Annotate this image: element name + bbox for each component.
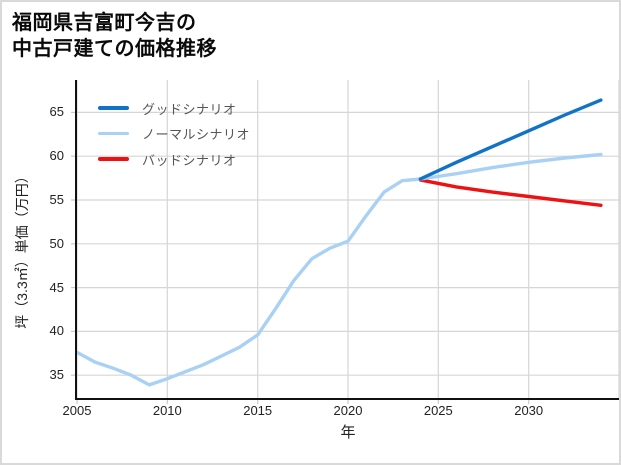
y-tick-label: 35 — [49, 367, 64, 383]
page-title-line1: 福岡県吉富町今吉の — [12, 12, 197, 34]
y-tick-label: 55 — [49, 192, 64, 207]
legend-label: グッドシナリオ — [142, 101, 237, 117]
page-title-line2: 中古戸建ての価格推移 — [12, 38, 217, 60]
x-tick-label: 2025 — [423, 403, 453, 418]
x-tick-label: 2020 — [333, 403, 363, 418]
series-line-1 — [75, 152, 603, 387]
legend-item-normal-scenario: ノーマルシナリオ — [98, 127, 251, 142]
y-tick-label: 65 — [49, 104, 64, 120]
x-tick-label: 2010 — [152, 403, 182, 418]
y-axis-title: 坪（3.3㎡）単価（万円） — [14, 169, 30, 329]
series-line-0 — [418, 98, 603, 181]
x-tick-label: 2015 — [243, 403, 273, 418]
y-tick-label: 50 — [49, 235, 64, 251]
chart-legend: グッドシナリオ ノーマルシナリオ バッドシナリオ — [98, 101, 250, 178]
legend-item-good-scenario: グッドシナリオ — [98, 101, 250, 117]
legend-item-bad-scenario: バッドシナリオ — [98, 152, 250, 168]
x-tick-label: 2030 — [514, 403, 544, 418]
page-title: 福岡県吉富町今吉の 中古戸建ての価格推移 — [12, 10, 217, 62]
y-tick-label: 60 — [49, 148, 64, 164]
legend-label: ノーマルシナリオ — [142, 127, 251, 142]
legend-label: バッドシナリオ — [142, 152, 237, 168]
legend-swatch-normal-icon — [98, 131, 129, 136]
legend-swatch-good-icon — [98, 106, 129, 110]
x-axis-title: 年 — [340, 424, 356, 441]
y-tick-label: 40 — [49, 323, 64, 339]
x-tick-label: 2005 — [62, 403, 92, 418]
y-tick-label: 45 — [49, 279, 64, 295]
legend-swatch-bad-icon — [98, 157, 129, 161]
series-line-2 — [418, 178, 603, 208]
